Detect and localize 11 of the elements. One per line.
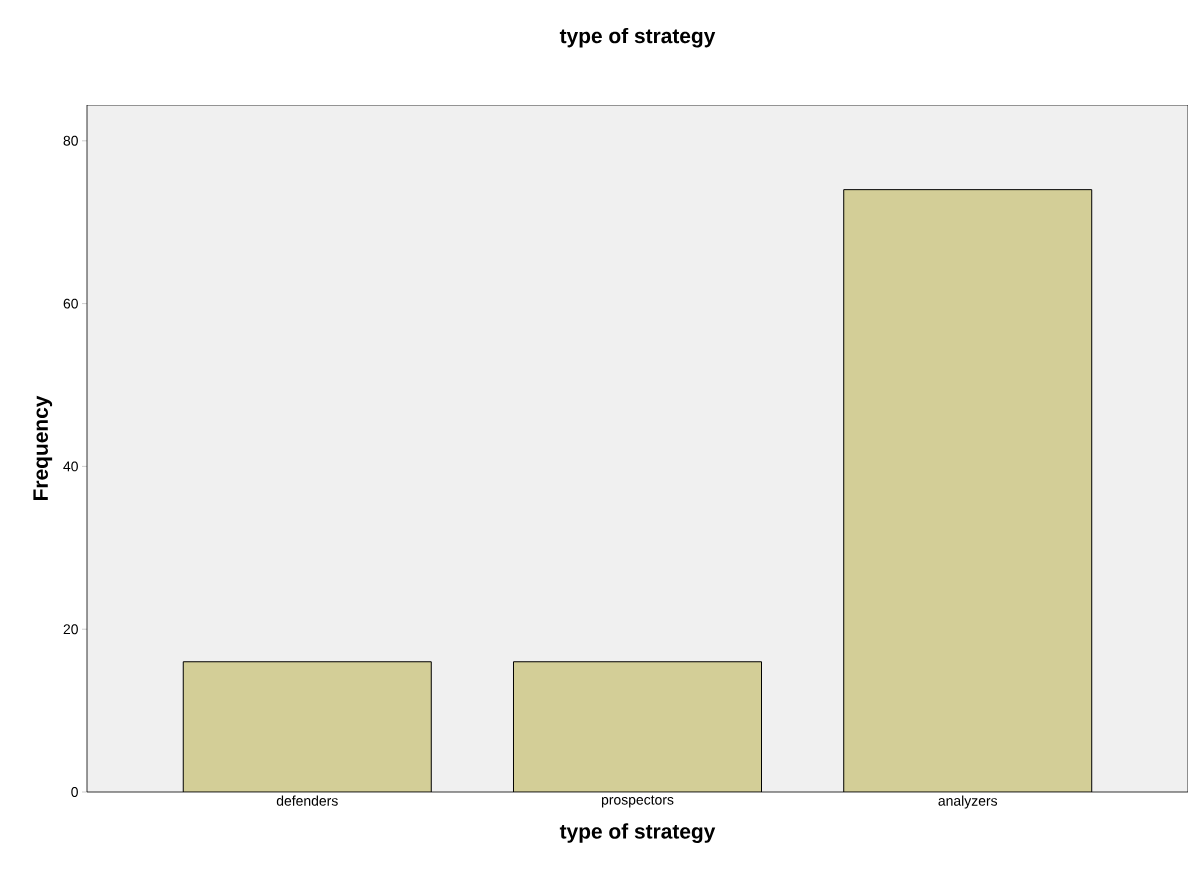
x-axis-title: type of strategy	[559, 823, 716, 843]
y-tick-label: 20	[63, 624, 78, 635]
y-axis-title: Frequency	[33, 395, 53, 500]
x-tick-label: analyzers	[938, 795, 998, 809]
y-tick-label: 40	[63, 461, 78, 472]
x-tick-label: defenders	[276, 795, 338, 806]
chart-title: type of strategy	[559, 27, 716, 48]
y-tick-label: 80	[63, 135, 78, 146]
y-tick-label: 0	[71, 787, 78, 797]
x-tick-label: prospectors	[601, 795, 674, 808]
y-tick-label: 60	[63, 298, 78, 309]
